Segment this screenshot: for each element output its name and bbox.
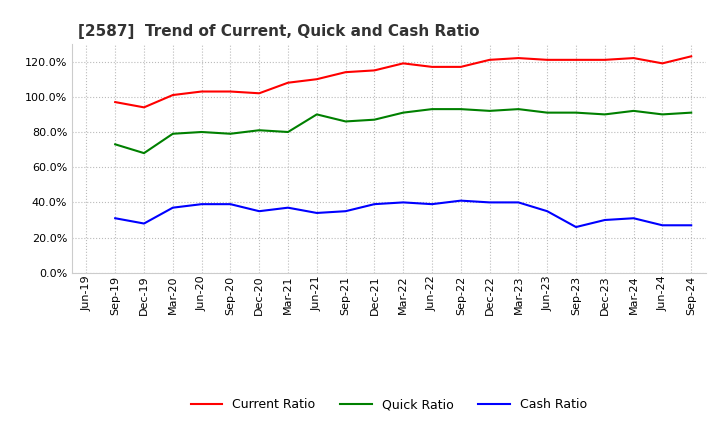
Line: Cash Ratio: Cash Ratio — [115, 201, 691, 227]
Cash Ratio — [140, 221, 148, 226]
Quick Ratio — [140, 150, 148, 156]
Current Ratio — [456, 64, 465, 70]
Line: Current Ratio: Current Ratio — [115, 56, 691, 107]
Quick Ratio — [197, 129, 206, 135]
Quick Ratio — [456, 106, 465, 112]
Quick Ratio — [255, 128, 264, 133]
Quick Ratio — [284, 129, 292, 135]
Cash Ratio — [658, 223, 667, 228]
Quick Ratio — [312, 112, 321, 117]
Current Ratio — [399, 61, 408, 66]
Quick Ratio — [572, 110, 580, 115]
Cash Ratio — [341, 209, 350, 214]
Current Ratio — [168, 92, 177, 98]
Cash Ratio — [312, 210, 321, 216]
Cash Ratio — [629, 216, 638, 221]
Cash Ratio — [168, 205, 177, 210]
Current Ratio — [629, 55, 638, 61]
Cash Ratio — [456, 198, 465, 203]
Cash Ratio — [514, 200, 523, 205]
Cash Ratio — [600, 217, 609, 223]
Current Ratio — [600, 57, 609, 62]
Quick Ratio — [111, 142, 120, 147]
Quick Ratio — [600, 112, 609, 117]
Quick Ratio — [370, 117, 379, 122]
Cash Ratio — [428, 202, 436, 207]
Current Ratio — [111, 99, 120, 105]
Current Ratio — [543, 57, 552, 62]
Cash Ratio — [399, 200, 408, 205]
Current Ratio — [572, 57, 580, 62]
Quick Ratio — [485, 108, 494, 114]
Cash Ratio — [255, 209, 264, 214]
Cash Ratio — [485, 200, 494, 205]
Current Ratio — [255, 91, 264, 96]
Quick Ratio — [399, 110, 408, 115]
Quick Ratio — [341, 119, 350, 124]
Current Ratio — [687, 54, 696, 59]
Cash Ratio — [111, 216, 120, 221]
Current Ratio — [140, 105, 148, 110]
Quick Ratio — [428, 106, 436, 112]
Line: Quick Ratio: Quick Ratio — [115, 109, 691, 153]
Quick Ratio — [543, 110, 552, 115]
Current Ratio — [370, 68, 379, 73]
Text: [2587]  Trend of Current, Quick and Cash Ratio: [2587] Trend of Current, Quick and Cash … — [78, 24, 480, 39]
Cash Ratio — [572, 224, 580, 230]
Cash Ratio — [543, 209, 552, 214]
Cash Ratio — [226, 202, 235, 207]
Quick Ratio — [168, 131, 177, 136]
Quick Ratio — [687, 110, 696, 115]
Current Ratio — [658, 61, 667, 66]
Current Ratio — [312, 77, 321, 82]
Current Ratio — [514, 55, 523, 61]
Current Ratio — [284, 80, 292, 85]
Cash Ratio — [370, 202, 379, 207]
Current Ratio — [341, 70, 350, 75]
Quick Ratio — [514, 106, 523, 112]
Current Ratio — [226, 89, 235, 94]
Current Ratio — [428, 64, 436, 70]
Cash Ratio — [687, 223, 696, 228]
Current Ratio — [485, 57, 494, 62]
Quick Ratio — [629, 108, 638, 114]
Cash Ratio — [284, 205, 292, 210]
Quick Ratio — [658, 112, 667, 117]
Current Ratio — [197, 89, 206, 94]
Cash Ratio — [197, 202, 206, 207]
Quick Ratio — [226, 131, 235, 136]
Legend: Current Ratio, Quick Ratio, Cash Ratio: Current Ratio, Quick Ratio, Cash Ratio — [191, 398, 587, 411]
